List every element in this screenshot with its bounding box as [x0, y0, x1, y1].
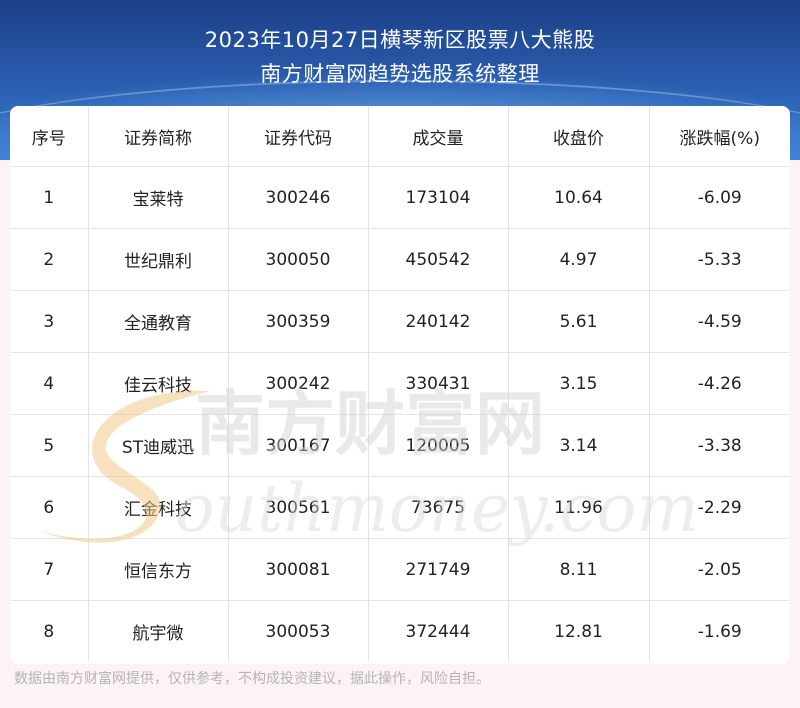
cell-code: 300167: [228, 414, 369, 477]
cell-close: 3.15: [508, 352, 650, 415]
cell-close: 11.96: [508, 476, 650, 539]
cell-index: 1: [10, 166, 89, 229]
table-row: 8 航宇微 300053 372444 12.81 -1.69: [10, 600, 790, 662]
cell-change: -1.69: [697, 621, 742, 642]
col-header-close: 收盘价: [508, 106, 650, 167]
cell-change: -4.59: [649, 290, 790, 353]
cell-change: -4.26: [649, 352, 790, 415]
cell-volume: 271749: [368, 538, 509, 601]
cell-code: 300050: [228, 228, 369, 291]
cell-index: 5: [10, 414, 89, 477]
table-row: 7 恒信东方 300081 271749 8.11 -2.05: [10, 538, 790, 601]
table-row: 6 汇金科技 300561 73675 11.96 -2.29: [10, 476, 790, 539]
cell-close: 3.14: [508, 414, 650, 477]
cell-index: 7: [10, 538, 89, 601]
cell-change: -5.33: [649, 228, 790, 291]
cell-code: 300242: [228, 352, 369, 415]
cell-index: 6: [10, 476, 89, 539]
cell-close: 10.64: [508, 166, 650, 229]
cell-index: 4: [10, 352, 89, 415]
cell-volume: 372444: [368, 600, 509, 662]
cell-name: 全通教育: [88, 290, 229, 353]
cell-volume: 120005: [368, 414, 509, 477]
cell-close: 12.81: [508, 600, 650, 662]
cell-change: -2.05: [649, 538, 790, 601]
col-header-code: 证券代码: [228, 106, 369, 167]
table-row: 5 ST迪威迅 300167 120005 3.14 -3.38: [10, 414, 790, 477]
cell-volume: 73675: [368, 476, 509, 539]
cell-name: ST迪威迅: [88, 414, 229, 477]
cell-code: 300359: [228, 290, 369, 353]
cell-change: -3.38: [649, 414, 790, 477]
cell-index: 8: [10, 600, 89, 662]
page-subtitle: 南方财富网趋势选股系统整理: [260, 62, 540, 86]
stock-table: 序号 证券简称 证券代码 成交量 收盘价 涨跌幅(%) 1 宝莱特 300246…: [10, 106, 790, 662]
cell-name: 宝莱特: [88, 166, 229, 229]
cell-name: 恒信东方: [88, 538, 229, 601]
disclaimer: 数据由南方财富网提供，仅供参考，不构成投资建议，据此操作，风险自担。: [14, 671, 490, 687]
col-header-name: 证券简称: [88, 106, 229, 167]
cell-close: 4.97: [508, 228, 650, 291]
cell-close: 5.61: [508, 290, 650, 353]
page-title: 2023年10月27日横琴新区股票八大熊股: [204, 28, 596, 52]
cell-name: 佳云科技: [88, 352, 229, 415]
col-header-change: 涨跌幅(%): [649, 106, 790, 167]
cell-index: 2: [10, 228, 89, 291]
cell-close: 8.11: [508, 538, 650, 601]
cell-volume: 450542: [368, 228, 509, 291]
table-card: 序号 证券简称 证券代码 成交量 收盘价 涨跌幅(%) 1 宝莱特 300246…: [10, 106, 790, 664]
table-header-row: 序号 证券简称 证券代码 成交量 收盘价 涨跌幅(%): [10, 106, 790, 167]
table-row: 3 全通教育 300359 240142 5.61 -4.59: [10, 290, 790, 353]
cell-volume: 330431: [368, 352, 509, 415]
cell-name: 汇金科技: [88, 476, 229, 539]
cell-code: 300081: [228, 538, 369, 601]
cell-code: 300053: [228, 600, 369, 662]
cell-name: 世纪鼎利: [88, 228, 229, 291]
col-header-index: 序号: [10, 106, 89, 167]
header-arc: [0, 80, 800, 160]
cell-code: 300246: [228, 166, 369, 229]
col-header-volume: 成交量: [368, 106, 509, 167]
table-row: 1 宝莱特 300246 173104 10.64 -6.09: [10, 166, 790, 229]
cell-index: 3: [10, 290, 89, 353]
cell-change: -2.29: [649, 476, 790, 539]
cell-change: -6.09: [649, 166, 790, 229]
cell-name: 航宇微: [88, 600, 229, 662]
table-row: 4 佳云科技 300242 330431 3.15 -4.26: [10, 352, 790, 415]
cell-volume: 240142: [368, 290, 509, 353]
cell-code: 300561: [228, 476, 369, 539]
cell-volume: 173104: [368, 166, 509, 229]
table-row: 2 世纪鼎利 300050 450542 4.97 -5.33: [10, 228, 790, 291]
